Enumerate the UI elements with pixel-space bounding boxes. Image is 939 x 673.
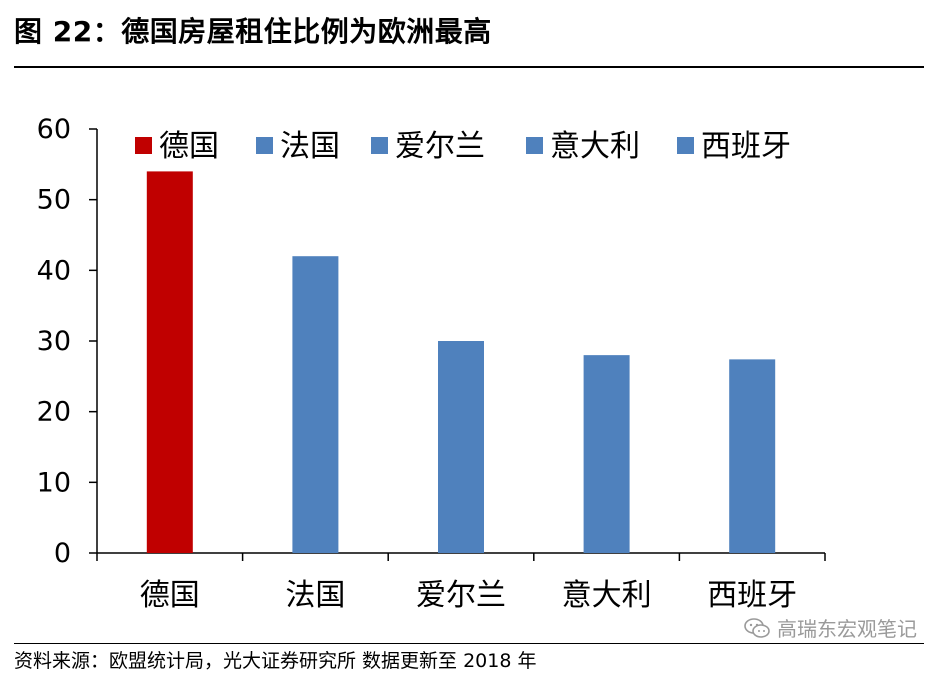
bar-1 [292,256,339,553]
footer-rule [14,643,924,644]
x-category-label: 德国 [140,578,200,613]
x-category-label: 意大利 [562,578,652,613]
x-category-label: 法国 [285,578,345,613]
source-note: 资料来源：欧盟统计局，光大证券研究所 数据更新至 2018 年 [14,650,537,672]
y-tick-label: 30 [37,326,71,357]
x-category-label: 爱尔兰 [416,578,506,613]
legend-swatch [371,137,388,154]
y-tick-label: 20 [37,397,71,428]
watermark: 高瑞东宏观笔记 [743,613,917,642]
legend-swatch [256,137,273,154]
legend-swatch [526,137,543,154]
legend-label: 意大利 [550,129,640,164]
title-rule [14,66,924,68]
legend-label: 法国 [280,129,340,164]
legend-swatch [135,137,152,154]
legend-label: 德国 [159,129,219,164]
chart-title: 图 22：德国房屋租住比例为欧洲最高 [14,15,492,48]
y-tick-label: 50 [37,185,71,216]
bar-2 [438,341,484,553]
bar-3 [583,355,630,553]
y-tick-label: 0 [54,538,71,569]
y-tick-label: 60 [37,114,71,145]
bar-0 [146,171,193,553]
bar-4 [729,359,776,553]
legend-swatch [677,137,694,154]
y-tick-label: 40 [37,255,71,286]
watermark-text: 高瑞东宏观笔记 [777,617,917,641]
y-tick-label: 10 [37,467,71,498]
wechat-icon [744,617,770,638]
legend-label: 西班牙 [701,129,791,164]
legend-label: 爱尔兰 [395,129,485,164]
x-category-label: 西班牙 [707,578,797,613]
